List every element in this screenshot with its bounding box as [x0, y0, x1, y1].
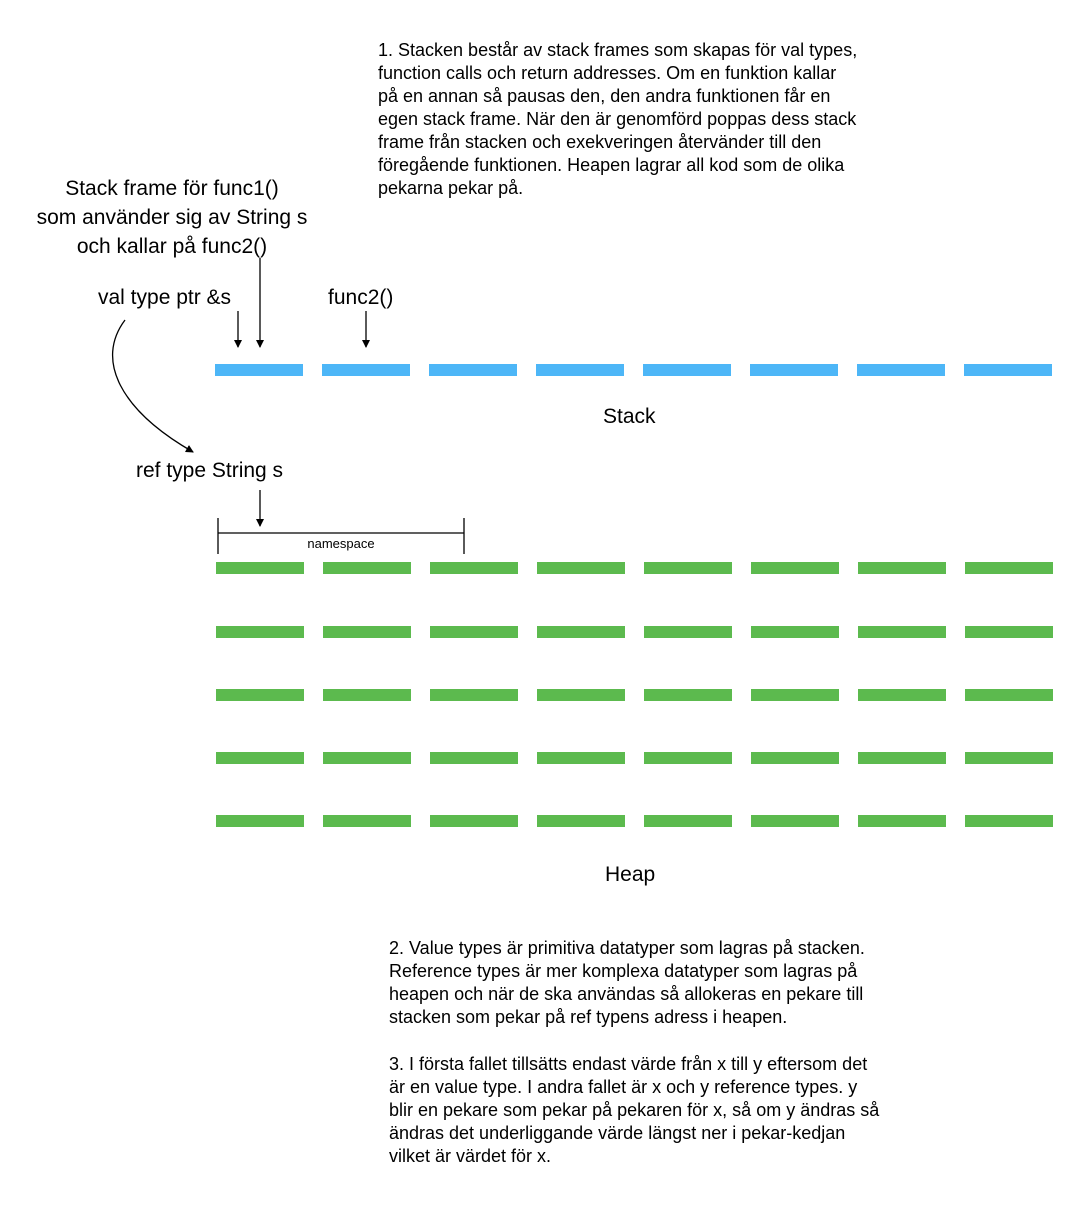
- heap-segment: [751, 626, 839, 638]
- heap-segment: [751, 752, 839, 764]
- heap-segment: [644, 815, 732, 827]
- stack-segment: [750, 364, 838, 376]
- stack-segment: [857, 364, 945, 376]
- heap-segment: [644, 689, 732, 701]
- namespace-bracket: [218, 518, 464, 554]
- heap-segment: [644, 626, 732, 638]
- heap-segment: [323, 626, 411, 638]
- stack-segments: [215, 364, 1052, 376]
- heap-segment: [965, 752, 1053, 764]
- heap-segment: [751, 689, 839, 701]
- heap-segment: [430, 562, 518, 574]
- heap-segment: [858, 815, 946, 827]
- stack-segment: [964, 364, 1052, 376]
- stack-segment: [322, 364, 410, 376]
- stack-segment: [536, 364, 624, 376]
- heap-segment: [644, 562, 732, 574]
- heap-segment: [537, 562, 625, 574]
- heap-segment: [430, 626, 518, 638]
- heap-segment: [216, 626, 304, 638]
- heap-segment: [216, 689, 304, 701]
- heap-segment: [537, 626, 625, 638]
- heap-segment: [858, 562, 946, 574]
- heap-segment: [858, 752, 946, 764]
- heap-segments: [216, 562, 1053, 827]
- stack-segment: [429, 364, 517, 376]
- heap-segment: [430, 689, 518, 701]
- heap-segment: [965, 815, 1053, 827]
- heap-segment: [858, 626, 946, 638]
- heap-segment: [965, 626, 1053, 638]
- stack-segment: [215, 364, 303, 376]
- heap-segment: [323, 562, 411, 574]
- heap-segment: [537, 815, 625, 827]
- heap-segment: [537, 689, 625, 701]
- heap-segment: [216, 815, 304, 827]
- pointer-curve-arrow: [113, 320, 193, 452]
- heap-segment: [965, 562, 1053, 574]
- heap-segment: [751, 562, 839, 574]
- heap-segment: [537, 752, 625, 764]
- heap-segment: [216, 562, 304, 574]
- heap-segment: [323, 752, 411, 764]
- stack-segment: [643, 364, 731, 376]
- heap-segment: [216, 752, 304, 764]
- heap-segment: [430, 752, 518, 764]
- heap-segment: [323, 815, 411, 827]
- heap-segment: [751, 815, 839, 827]
- heap-segment: [430, 815, 518, 827]
- heap-segment: [323, 689, 411, 701]
- heap-segment: [858, 689, 946, 701]
- heap-segment: [965, 689, 1053, 701]
- heap-segment: [644, 752, 732, 764]
